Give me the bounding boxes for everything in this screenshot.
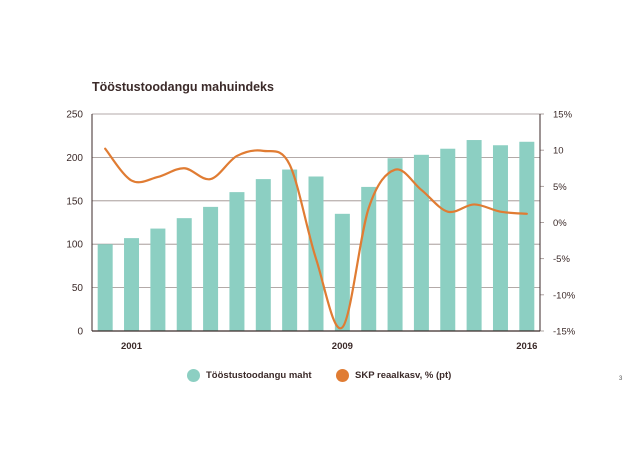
bar xyxy=(413,154,429,331)
bar xyxy=(229,192,245,331)
right-tick-label: 5% xyxy=(553,182,567,193)
bar xyxy=(440,148,456,331)
bar xyxy=(308,176,324,331)
right-tick-label: 15% xyxy=(553,110,573,121)
bar xyxy=(255,179,271,331)
left-tick-label: 50 xyxy=(72,283,84,294)
legend-line-label: SKP reaalkasv, % (pt) xyxy=(355,370,452,381)
left-tick-label: 100 xyxy=(66,240,83,251)
legend: Tööstustoodangu maht SKP reaalkasv, % (p… xyxy=(0,369,638,385)
line-series xyxy=(104,147,528,330)
bar xyxy=(176,218,192,331)
x-tick-label: 2001 xyxy=(121,341,143,352)
page-number: 3 xyxy=(619,376,623,382)
legend-item-line: SKP reaalkasv, % (pt) xyxy=(336,369,451,382)
bar xyxy=(387,158,403,331)
left-tick-label: 200 xyxy=(66,153,83,164)
bar xyxy=(97,244,113,331)
x-tick-label: 2016 xyxy=(516,341,537,352)
legend-bar-label: Tööstustoodangu maht xyxy=(206,370,312,381)
bar-series xyxy=(97,140,535,331)
bar xyxy=(492,145,508,331)
bar xyxy=(124,238,140,331)
right-tick-label: -10% xyxy=(553,290,576,301)
left-tick-label: 0 xyxy=(77,327,83,338)
gdp-growth-line xyxy=(104,147,528,330)
left-tick-label: 250 xyxy=(66,110,83,121)
legend-bar-swatch xyxy=(187,369,200,382)
right-tick-label: 0% xyxy=(553,218,567,229)
legend-item-bars: Tööstustoodangu maht xyxy=(187,369,312,382)
legend-line-swatch xyxy=(336,369,349,382)
bar xyxy=(150,228,166,331)
right-tick-label: -15% xyxy=(553,327,576,338)
left-tick-label: 150 xyxy=(66,196,83,207)
right-tick-label: -5% xyxy=(553,254,570,265)
chart-title: Tööstustoodangu mahuindeks xyxy=(92,80,274,94)
x-tick-label: 2009 xyxy=(332,341,353,352)
axes: 0 50 100 150 200 250 -15% -10% -5% 0% 5% 10 15% 2001 2… xyxy=(66,110,575,353)
right-tick-label: 10 xyxy=(553,146,564,157)
bar xyxy=(334,213,350,331)
bar xyxy=(203,206,219,331)
bar xyxy=(519,141,535,331)
bar xyxy=(466,140,482,331)
bar xyxy=(282,169,298,331)
